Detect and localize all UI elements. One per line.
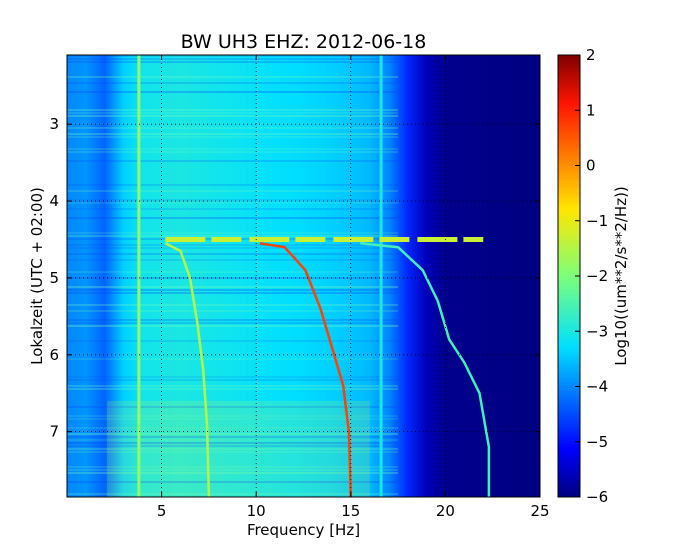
noise-streak	[67, 208, 399, 210]
noise-streak	[67, 469, 399, 471]
sweep-curve-3	[360, 242, 491, 497]
colorbar-tick-label: 0	[586, 157, 596, 175]
noise-streak	[67, 451, 399, 453]
noise-streak	[67, 292, 399, 294]
y-tick-label: 4	[49, 192, 59, 210]
noise-streak	[67, 232, 399, 234]
noise-streak	[67, 199, 399, 201]
noise-streak	[67, 202, 399, 204]
noise-streak	[67, 442, 399, 444]
noise-streak	[67, 340, 399, 342]
noise-streak	[67, 244, 399, 246]
noise-streak	[67, 259, 399, 261]
noise-streak	[67, 271, 399, 273]
noise-streak	[67, 58, 399, 60]
noise-streak	[67, 151, 399, 153]
noise-streak	[67, 439, 399, 441]
noise-streak	[67, 472, 399, 474]
colorbar-label: Log10((um**2/s**2/Hz))	[612, 186, 630, 366]
colorbar-tick-label: −6	[586, 488, 608, 506]
noise-streak	[67, 481, 399, 483]
sweep-curve-1	[164, 242, 211, 497]
colorbar-ticks: −6 −5 −4 −3 −2 −1 0 1 2	[575, 46, 608, 506]
vertical-lines	[137, 55, 383, 497]
noise-streak	[67, 304, 399, 306]
colorbar-tick-label: 2	[586, 46, 596, 64]
noise-streak	[67, 406, 399, 408]
noise-streak	[67, 277, 399, 279]
noise-streak	[67, 109, 399, 111]
noise-streak	[67, 115, 399, 117]
x-axis: 5 10 15 20 25	[157, 55, 550, 520]
colorbar-tick-label: −4	[586, 378, 608, 396]
noise-streak	[67, 493, 399, 495]
x-tick-label: 10	[247, 502, 266, 520]
noise-streak	[67, 91, 399, 93]
noise-streak	[67, 286, 399, 288]
noise-streak	[67, 160, 399, 162]
noise-streak	[67, 289, 399, 291]
x-tick-label: 15	[341, 502, 360, 520]
grid-lines	[67, 55, 540, 497]
noise-streak	[67, 415, 399, 417]
noise-streak	[67, 82, 399, 84]
heatmap-background	[67, 55, 540, 497]
noise-streak	[67, 247, 399, 249]
noise-streak	[67, 325, 399, 327]
noise-streak	[67, 136, 399, 138]
noise-streak	[67, 61, 399, 63]
noise-streak	[67, 127, 399, 129]
y-axis-label: Lokalzeit (UTC + 02:00)	[28, 187, 46, 365]
noise-streak	[67, 376, 399, 378]
x-tick-label: 5	[157, 502, 167, 520]
plot-area	[67, 55, 540, 497]
noise-streak	[67, 253, 399, 255]
noise-streak	[67, 379, 399, 381]
noise-streak	[67, 436, 399, 438]
noise-streak	[67, 55, 399, 57]
colorbar-tick-label: −3	[586, 322, 608, 340]
x-tick-label: 20	[436, 502, 455, 520]
noise-streak	[67, 148, 399, 150]
noise-streak	[67, 217, 399, 219]
noise-streak	[67, 448, 399, 450]
noise-streak	[67, 418, 399, 420]
y-tick-label: 5	[49, 269, 59, 287]
noise-streak	[67, 235, 399, 237]
noise-streak	[67, 133, 399, 135]
noise-streak	[67, 190, 399, 192]
noise-streak	[67, 184, 399, 186]
y-axis: 3 4 5 6 7	[49, 115, 540, 441]
sweep-curves	[164, 242, 491, 497]
time-streaks	[67, 55, 399, 497]
noise-streak	[67, 319, 399, 321]
plot-frame	[66, 54, 541, 498]
y-tick-label: 6	[49, 346, 59, 364]
x-axis-label: Frequency [Hz]	[247, 521, 360, 539]
noise-streak	[67, 427, 399, 429]
colorbar-tick-label: −5	[586, 433, 608, 451]
x-tick-label: 25	[530, 502, 549, 520]
colorbar-tick-label: −1	[586, 212, 608, 230]
noise-streak	[67, 385, 399, 387]
y-tick-label: 3	[49, 115, 59, 133]
noise-streak	[67, 310, 399, 312]
energy-band	[107, 400, 370, 497]
sweep-curve-2	[259, 242, 353, 497]
noise-streak	[67, 466, 399, 468]
noise-streak	[67, 433, 399, 435]
chart-title: BW UH3 EHZ: 2012-06-18	[181, 31, 427, 53]
y-tick-label: 7	[49, 423, 59, 441]
noise-streak	[67, 322, 399, 324]
noise-streak	[67, 358, 399, 360]
noise-streak	[67, 388, 399, 390]
colorbar-tick-label: 1	[586, 101, 596, 119]
colorbar-tick-label: −2	[586, 267, 608, 285]
noise-streak	[67, 445, 399, 447]
noise-streak	[67, 112, 399, 114]
noise-streak	[67, 76, 399, 78]
